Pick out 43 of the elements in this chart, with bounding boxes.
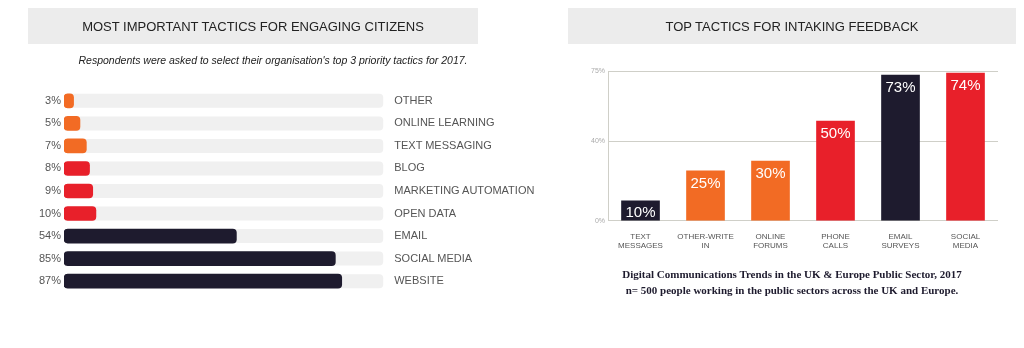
data-label: 8% <box>45 161 62 174</box>
data-label: 73% <box>885 77 916 95</box>
text: Digital Communications Trends in the UK & Europe Public Sector, 2017 <box>621 267 963 282</box>
x-tick-label: PHONE CALLS <box>821 231 850 251</box>
y-tick-label: BLOG <box>394 161 425 174</box>
bar <box>881 74 920 221</box>
data-label: 85% <box>38 251 62 264</box>
x-tick-label: ONLINE FORUMS <box>753 231 788 251</box>
data-label: 3% <box>45 93 62 106</box>
data-label: 30% <box>755 163 786 181</box>
data-label: 50% <box>820 123 851 141</box>
bar <box>64 138 87 154</box>
data-label: 5% <box>45 116 62 129</box>
y-tick-label: OPEN DATA <box>394 206 457 219</box>
chart-title: MOST IMPORTANT TACTICS FOR ENGAGING CITIZENS <box>28 8 478 44</box>
data-label: 54% <box>38 229 62 242</box>
data-label: 25% <box>690 173 721 191</box>
bar <box>751 160 790 221</box>
y-tick-label: WEBSITE <box>394 274 444 287</box>
text: n= 500 people working in the public sectors across the UK and Europe. <box>624 283 960 298</box>
y-tick-label: MARKETING AUTOMATION <box>394 184 535 197</box>
x-tick-label: TEXT MESSAGES <box>618 231 663 251</box>
x-tick-label: EMAIL SURVEYS <box>881 231 920 251</box>
bar <box>64 161 90 176</box>
bar <box>64 206 97 221</box>
y-tick-label: ONLINE LEARNING <box>394 116 495 129</box>
data-label: 9% <box>45 184 62 197</box>
bar <box>64 183 94 199</box>
y-tick-label: SOCIAL MEDIA <box>394 251 473 264</box>
data-label: 10% <box>38 206 62 219</box>
data-label: 74% <box>950 75 981 93</box>
data-label: 10% <box>625 203 656 221</box>
x-tick-label: OTHER-WRITE IN <box>677 231 734 251</box>
y-tick-label: EMAIL <box>394 229 428 242</box>
x-tick-label: SOCIAL MEDIA <box>950 231 981 251</box>
data-label: 7% <box>45 138 62 151</box>
y-tick-label: OTHER <box>394 93 433 106</box>
data-label: 87% <box>38 274 62 287</box>
chart-title: TOP TACTICS FOR INTAKING FEEDBACK <box>568 8 1016 44</box>
y-tick-label: TEXT MESSAGING <box>394 138 492 151</box>
bar <box>816 120 855 221</box>
bar <box>946 72 985 221</box>
chart-subtitle: Respondents were asked to select their organisation's top 3 priority tactics for 2017. <box>77 54 469 66</box>
